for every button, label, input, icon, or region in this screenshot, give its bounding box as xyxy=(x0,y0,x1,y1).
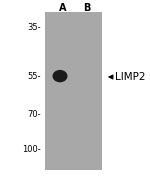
Text: 100-: 100- xyxy=(22,145,40,154)
Text: B: B xyxy=(83,3,91,13)
Text: A: A xyxy=(59,3,67,13)
Bar xyxy=(45,12,102,170)
Text: LIMP2: LIMP2 xyxy=(116,72,146,82)
Text: 35-: 35- xyxy=(27,23,40,32)
Text: 70-: 70- xyxy=(27,110,40,119)
Text: 55-: 55- xyxy=(27,73,40,81)
Ellipse shape xyxy=(52,70,68,82)
